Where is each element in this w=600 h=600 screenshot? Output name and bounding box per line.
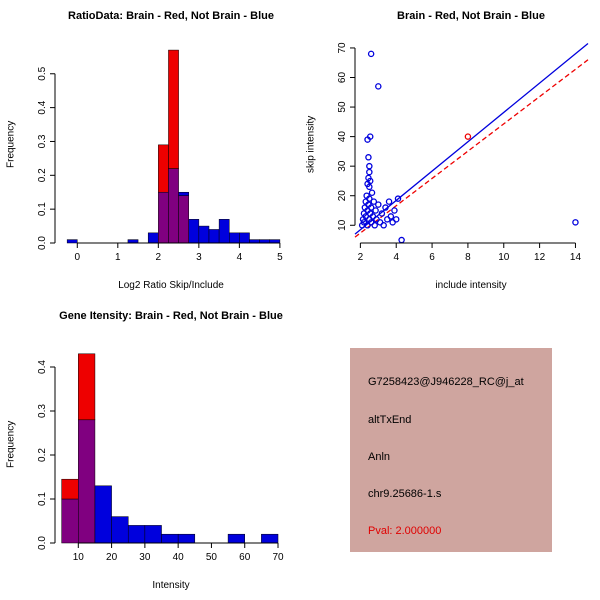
svg-text:0.3: 0.3 xyxy=(37,134,48,148)
scatter-title: Brain - Red, Not Brain - Blue xyxy=(397,10,545,22)
svg-text:50: 50 xyxy=(206,552,218,563)
svg-text:70: 70 xyxy=(272,552,284,563)
panel-gene-histogram: 10 20 30 40 50 60 70 0.0 0.1 0.2 0.3 0.4 Gene Itens… xyxy=(0,300,300,600)
scatter-ylabel: skip intensity xyxy=(305,115,317,173)
svg-text:0.1: 0.1 xyxy=(37,492,48,506)
info-line-event-type: altTxEnd xyxy=(368,414,412,426)
info-line-gene: Anln xyxy=(368,451,391,463)
svg-text:0.3: 0.3 xyxy=(37,404,48,418)
gene-hist-ylabel: Frequency xyxy=(5,420,17,468)
svg-text:30: 30 xyxy=(139,552,151,563)
svg-text:60: 60 xyxy=(239,552,251,563)
svg-text:20: 20 xyxy=(337,190,348,202)
svg-text:0.5: 0.5 xyxy=(37,66,48,80)
svg-text:4: 4 xyxy=(237,252,243,263)
svg-text:0.2: 0.2 xyxy=(37,168,48,182)
panel-scatter: 2 4 6 8 10 12 14 10 20 30 40 50 60 70 Brain - Red, No… xyxy=(300,0,600,300)
svg-text:5: 5 xyxy=(277,252,283,263)
svg-text:10: 10 xyxy=(73,552,85,563)
svg-text:0.0: 0.0 xyxy=(37,236,48,250)
svg-text:20: 20 xyxy=(106,552,118,563)
info-line-probe: G7258423@J946228_RC@j_at xyxy=(368,376,524,388)
svg-text:10: 10 xyxy=(498,252,510,263)
svg-text:60: 60 xyxy=(337,72,348,84)
svg-text:40: 40 xyxy=(173,552,185,563)
scatter-xlabel: include intensity xyxy=(435,280,507,291)
svg-text:12: 12 xyxy=(534,252,546,263)
ratio-hist-ylabel: Frequency xyxy=(5,120,17,168)
info-box: G7258423@J946228_RC@j_at altTxEnd Anln c… xyxy=(350,348,552,552)
svg-text:0.0: 0.0 xyxy=(37,536,48,550)
svg-text:14: 14 xyxy=(570,252,582,263)
ratio-hist-xlabel: Log2 Ratio Skip/Include xyxy=(118,280,224,291)
svg-text:0: 0 xyxy=(75,252,81,263)
svg-text:0.4: 0.4 xyxy=(37,100,48,114)
svg-text:2: 2 xyxy=(156,252,162,263)
svg-text:0.4: 0.4 xyxy=(37,360,48,374)
svg-text:0.2: 0.2 xyxy=(37,448,48,462)
svg-text:10: 10 xyxy=(337,219,348,231)
svg-text:70: 70 xyxy=(337,42,348,54)
svg-text:4: 4 xyxy=(393,252,399,263)
svg-text:8: 8 xyxy=(465,252,471,263)
svg-text:50: 50 xyxy=(337,101,348,113)
gene-histogram-plot: 10 20 30 40 50 60 70 0.0 0.1 0.2 0.3 0.4 xyxy=(37,353,284,563)
gene-hist-xlabel: Intensity xyxy=(152,580,190,591)
gene-hist-title: Gene Itensity: Brain - Red, Not Brain - … xyxy=(59,310,283,322)
panel-ratio-histogram: 0 1 2 3 4 5 0.0 0.1 0.2 0.3 0.4 0.5 RatioData: Brai… xyxy=(0,0,300,300)
scatter-plot: 2 4 6 8 10 12 14 10 20 30 40 50 60 70 xyxy=(337,42,589,263)
svg-text:30: 30 xyxy=(337,160,348,172)
info-line-location: chr9.25686-1.s xyxy=(368,488,442,500)
ratio-histogram-plot: 0 1 2 3 4 5 0.0 0.1 0.2 0.3 0.4 0.5 xyxy=(37,49,283,263)
svg-text:2: 2 xyxy=(358,252,364,263)
svg-text:6: 6 xyxy=(429,252,435,263)
svg-text:40: 40 xyxy=(337,131,348,143)
info-line-pval: Pval: 2.000000 xyxy=(368,525,442,537)
svg-text:3: 3 xyxy=(196,252,202,263)
panel-info: G7258423@J946228_RC@j_at altTxEnd Anln c… xyxy=(300,300,600,600)
svg-text:0.1: 0.1 xyxy=(37,202,48,216)
ratio-hist-title: RatioData: Brain - Red, Not Brain - Blue xyxy=(68,10,274,22)
svg-text:1: 1 xyxy=(115,252,121,263)
